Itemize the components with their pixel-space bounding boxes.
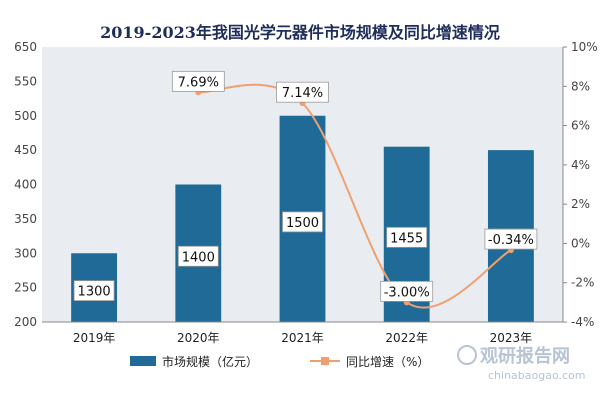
left-tick-label: 250 [14, 281, 37, 295]
x-tick-label: 2019年 [73, 331, 116, 345]
growth-value-label-box [380, 280, 434, 302]
growth-value-label-box [484, 228, 538, 250]
left-tick-label: 400 [14, 178, 37, 192]
watermark-text: 观研报告网 [480, 345, 570, 367]
right-tick-label: 10% [571, 40, 598, 54]
left-tick-label: 450 [14, 143, 37, 157]
legend-label-line: 同比增速（%） [346, 355, 429, 369]
watermark-subtext: chinabaogao.com [488, 369, 586, 382]
legend-label-bar: 市场规模（亿元） [162, 354, 258, 369]
right-tick-label: 4% [571, 158, 590, 172]
growth-value-label: -0.34% [488, 233, 534, 248]
right-axis: -4% -2% 0% 2% 4% 6% 8% 10% [562, 40, 598, 329]
growth-value-label: 7.14% [282, 86, 323, 101]
growth-value-label: -3.00% [384, 285, 430, 300]
right-tick-label: 6% [571, 119, 590, 133]
right-tick-label: 0% [571, 236, 590, 250]
x-axis: 2019年 2020年 2021年 2022年 2023年 [42, 321, 563, 345]
right-tick-label: -2% [571, 276, 594, 290]
legend-swatch-marker [321, 357, 329, 365]
right-tick-label: 8% [571, 79, 590, 93]
x-tick-label: 2020年 [177, 331, 220, 345]
bar-value-label: 1500 [286, 216, 319, 231]
right-tick-label: 2% [571, 197, 590, 211]
legend: 市场规模（亿元） 同比增速（%） [130, 354, 429, 369]
bar-value-label-box [177, 245, 219, 267]
x-tick-label: 2021年 [281, 331, 324, 345]
x-tick-label: 2022年 [385, 331, 428, 345]
growth-value-label: 7.69% [178, 75, 219, 90]
left-axis: 200 250 300 350 400 450 500 550 650 [14, 40, 37, 329]
growth-value-label-box [171, 70, 225, 92]
bar-value-label-box [73, 280, 115, 302]
bar-value-label-box [282, 211, 323, 233]
right-tick-label: -4% [571, 315, 594, 329]
left-tick-label: 300 [14, 246, 37, 260]
chart-title: 2019-2023年我国光学元器件市场规模及同比增速情况 [100, 23, 500, 42]
x-tick-label: 2023年 [490, 331, 533, 345]
left-tick-label: 650 [14, 40, 37, 54]
bar-value-label: 1300 [78, 285, 111, 300]
watermark: 观研报告网 chinabaogao.com [457, 345, 586, 382]
bar-value-label-box [386, 226, 428, 248]
left-tick-label: 200 [14, 315, 37, 329]
left-tick-label: 550 [14, 74, 37, 88]
line-series: 7.69% 7.14% -3.00% -0.34% [171, 70, 538, 309]
bar-value-label: 1455 [390, 231, 423, 246]
bar-value-label: 1400 [182, 250, 215, 265]
growth-value-label-box [276, 81, 329, 103]
left-tick-label: 350 [14, 212, 37, 226]
growth-line [198, 83, 512, 309]
legend-swatch-bar [130, 356, 156, 366]
left-tick-label: 500 [14, 109, 37, 123]
